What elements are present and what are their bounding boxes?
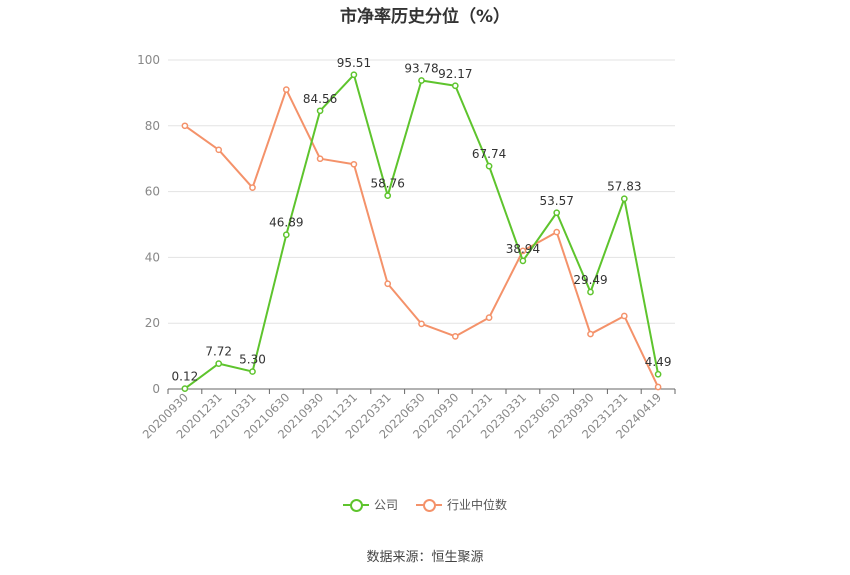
data-point-industry-median xyxy=(249,184,256,192)
data-source: 数据来源：恒生聚源 xyxy=(366,550,484,565)
data-label: 7.72 xyxy=(205,345,232,359)
data-point-company xyxy=(350,71,358,79)
chart-title: 市净率历史分位（%） xyxy=(339,7,511,27)
data-label: 38.94 xyxy=(506,242,540,256)
data-point-industry-median xyxy=(553,228,561,236)
data-point-company xyxy=(587,288,594,296)
y-tick-label: 100 xyxy=(137,53,160,67)
legend-swatch-industry-median xyxy=(416,498,442,512)
data-label: 5.30 xyxy=(239,353,266,367)
data-label: 93.78 xyxy=(404,61,438,75)
data-point-company xyxy=(215,360,223,367)
data-label: 84.56 xyxy=(303,92,337,106)
y-tick-label: 60 xyxy=(145,185,160,199)
y-tick-label: 20 xyxy=(145,316,160,330)
data-label: 58.76 xyxy=(371,177,405,191)
data-point-company xyxy=(485,162,493,170)
legend-label-industry-median: 行业中位数 xyxy=(447,498,508,512)
data-point-industry-median xyxy=(316,155,324,163)
data-point-company xyxy=(620,195,628,203)
series-line-industry-median xyxy=(184,88,660,388)
data-point-company xyxy=(418,77,425,84)
data-point-industry-median xyxy=(485,314,493,321)
data-point-company xyxy=(553,209,561,217)
data-point-industry-median xyxy=(181,122,189,130)
data-label: 4.49 xyxy=(645,355,672,369)
data-point-industry-median xyxy=(654,383,662,391)
data-label: 0.12 xyxy=(172,370,199,384)
y-tick-label: 40 xyxy=(145,250,160,264)
data-point-industry-median xyxy=(418,320,425,328)
data-label: 92.17 xyxy=(438,67,472,81)
data-point-company xyxy=(451,82,459,90)
data-label: 57.83 xyxy=(607,180,641,194)
data-point-industry-median xyxy=(350,160,358,168)
data-label: 95.51 xyxy=(337,56,371,70)
data-point-company xyxy=(316,107,324,115)
data-label: 46.89 xyxy=(269,216,303,230)
legend-item-company[interactable]: 公司 xyxy=(342,496,398,513)
data-point-industry-median xyxy=(282,86,290,93)
y-tick-label: 0 xyxy=(152,382,160,396)
y-tick-label: 80 xyxy=(145,119,160,133)
data-point-industry-median xyxy=(215,146,223,154)
data-point-company xyxy=(654,370,662,378)
series-line-company xyxy=(184,73,660,390)
data-point-company xyxy=(519,257,527,265)
legend-item-industry-median[interactable]: 行业中位数 xyxy=(416,496,507,513)
legend-label-company: 公司 xyxy=(373,498,398,512)
data-point-industry-median xyxy=(587,330,594,338)
data-point-industry-median xyxy=(384,280,392,288)
data-point-industry-median xyxy=(451,333,459,340)
data-point-industry-median xyxy=(620,312,628,320)
data-point-company xyxy=(249,368,256,375)
data-point-company xyxy=(181,385,189,392)
data-point-company xyxy=(384,192,392,200)
legend: 公司 行业中位数 xyxy=(0,496,850,513)
data-label: 29.49 xyxy=(573,273,607,287)
data-point-company xyxy=(282,231,290,239)
data-label: 53.57 xyxy=(540,194,574,208)
legend-swatch-company xyxy=(342,498,369,512)
data-label: 67.74 xyxy=(472,147,506,161)
